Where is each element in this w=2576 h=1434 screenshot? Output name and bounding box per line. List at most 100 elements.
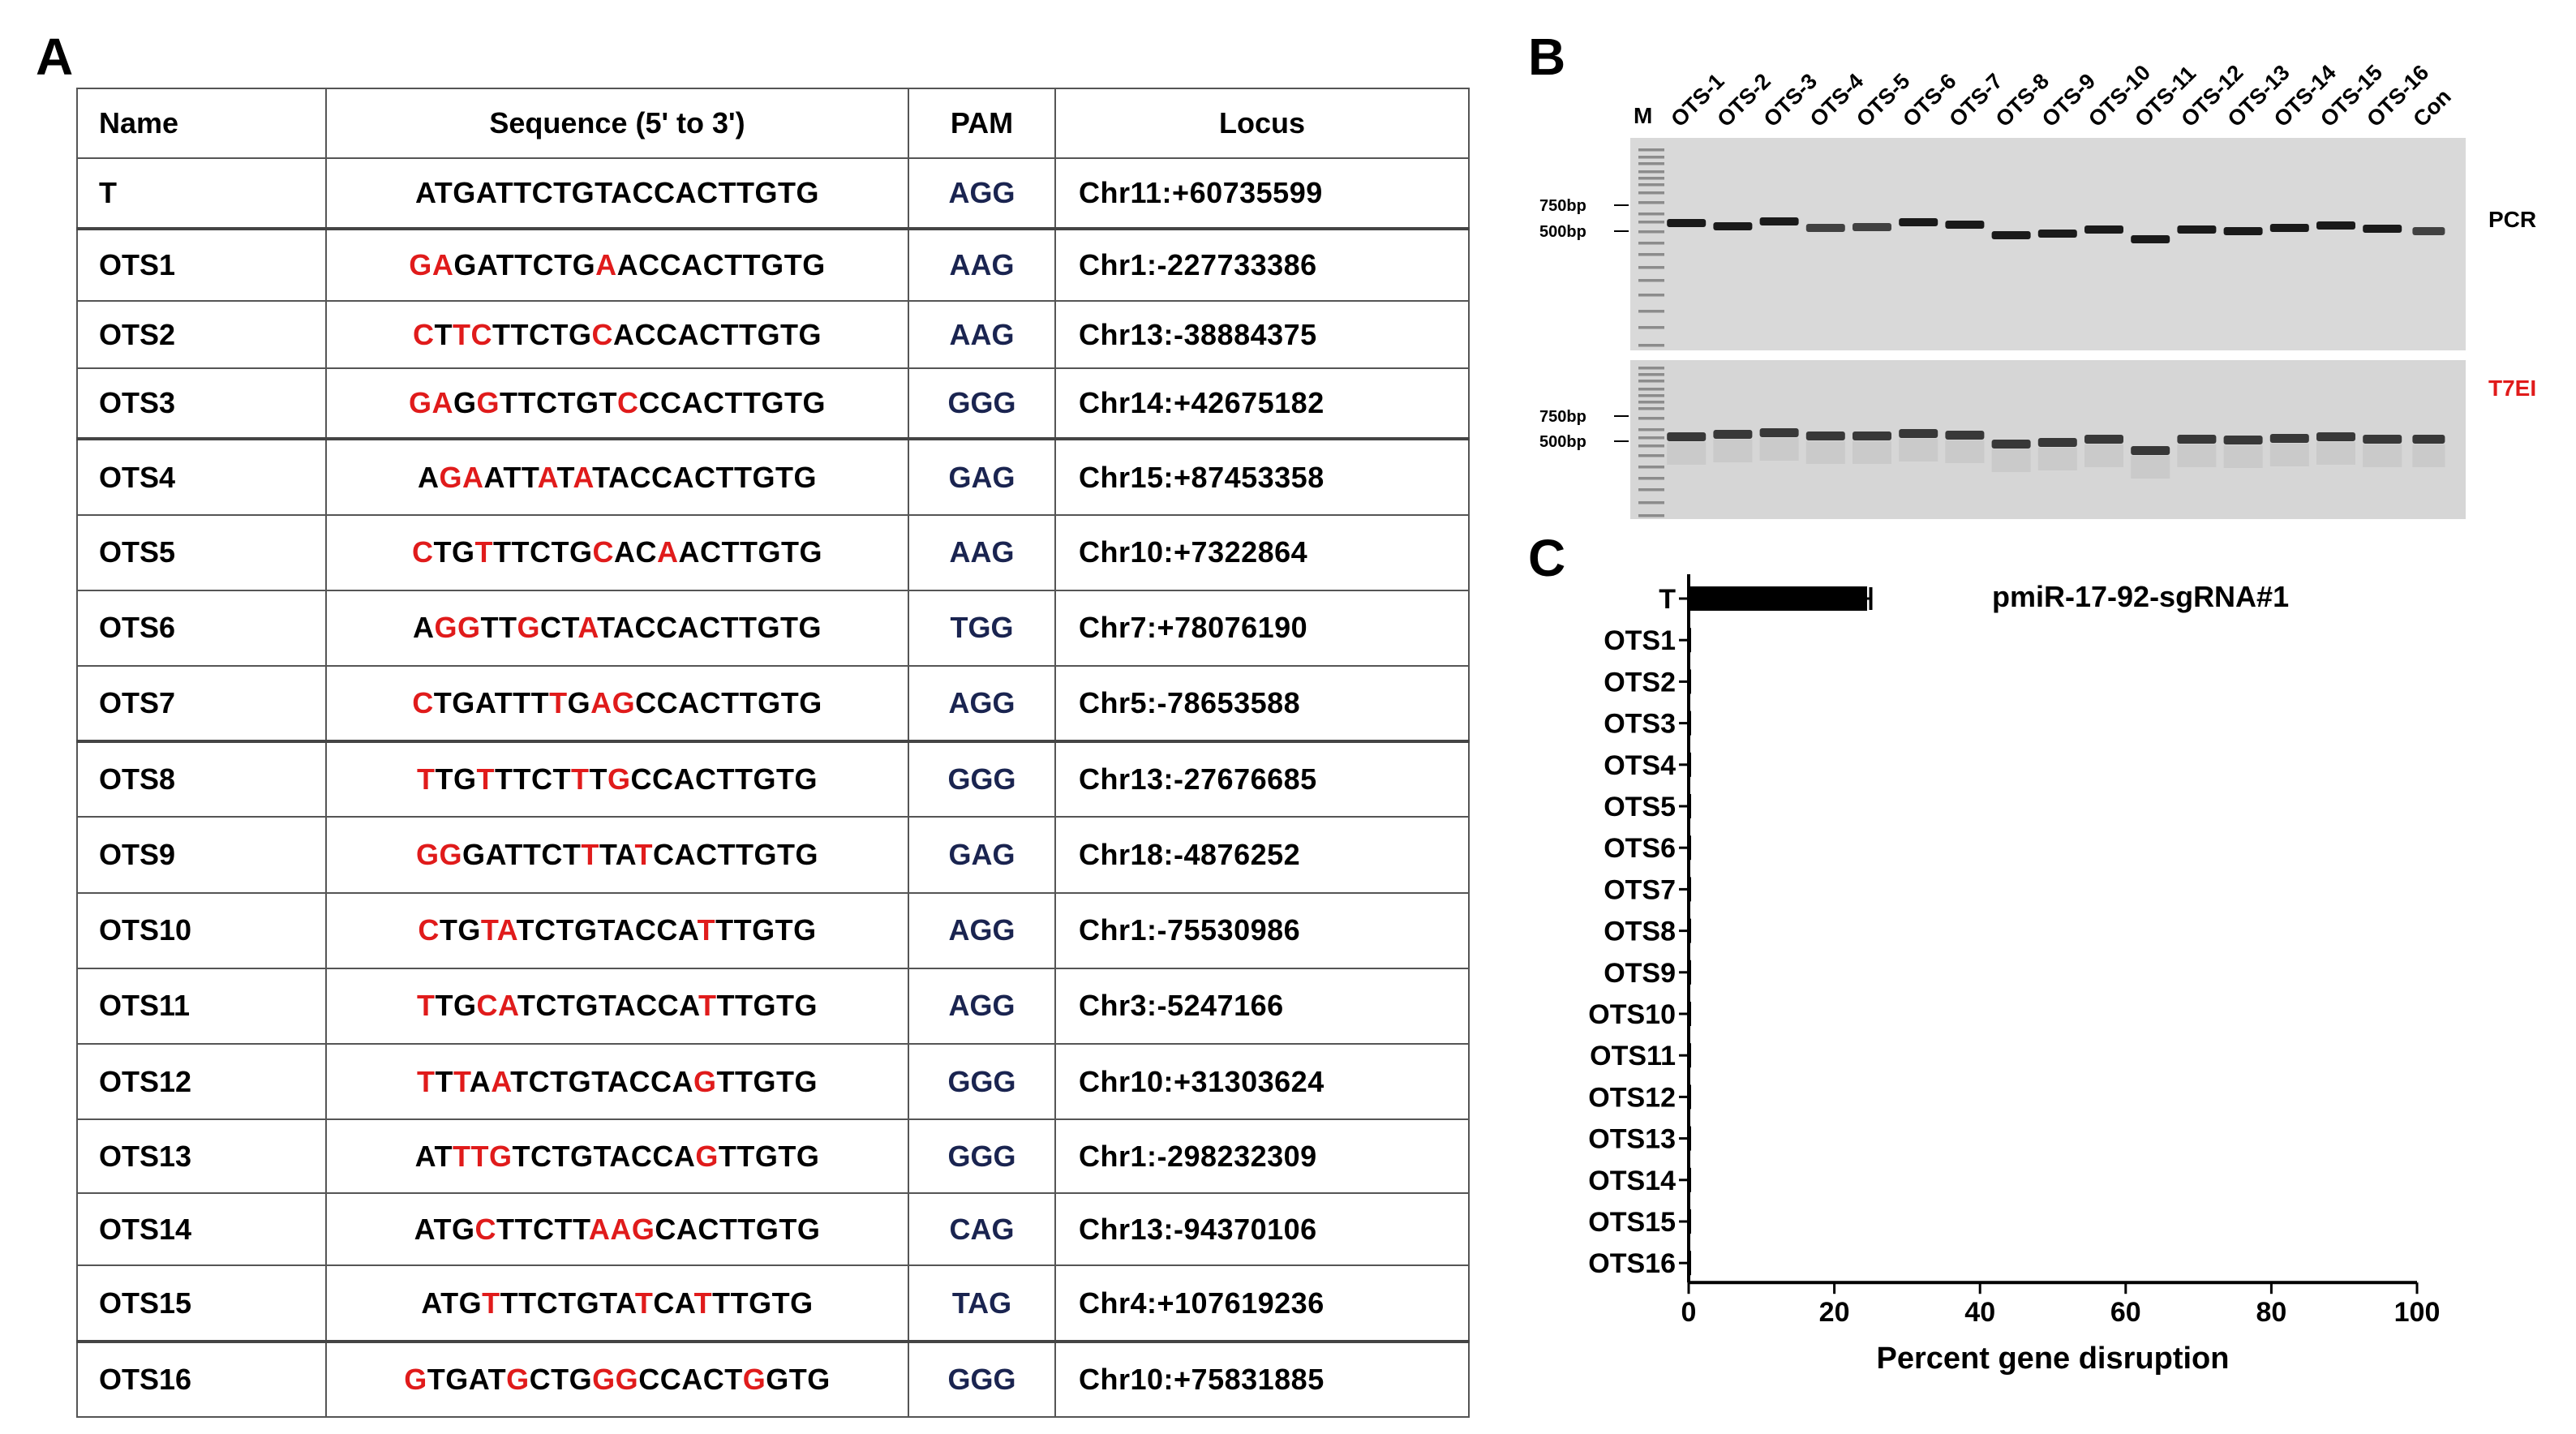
base: G	[807, 1362, 831, 1396]
base: T	[592, 460, 608, 494]
mismatch-base: T	[693, 1286, 713, 1320]
mismatch-base: A	[577, 611, 598, 645]
cell-pam: AGG	[908, 157, 1056, 230]
base: G	[569, 1139, 594, 1173]
cell-pam: AGG	[908, 891, 1056, 969]
base: T	[733, 913, 753, 947]
base: G	[569, 535, 593, 569]
cell-sequence: AGAATTATATACCACTTGTG	[325, 437, 909, 516]
y-tick-label: OTS13	[1588, 1124, 1676, 1155]
base: G	[753, 837, 778, 871]
pcr-band	[1991, 231, 2031, 239]
cell-pam: AAG	[908, 300, 1056, 370]
mismatch-base: T	[634, 837, 653, 871]
y-tick-label: OTS12	[1588, 1082, 1676, 1113]
t7ei-smear	[1945, 440, 1985, 463]
base: T	[553, 176, 572, 210]
cell-locus: Chr1:-75530986	[1054, 891, 1470, 969]
panel-label-a: A	[36, 28, 74, 86]
base: T	[499, 611, 517, 645]
base: T	[440, 1286, 459, 1320]
base: T	[552, 762, 571, 796]
base: C	[528, 1064, 551, 1098]
base: T	[776, 1064, 795, 1098]
mismatch-base: G	[506, 1362, 530, 1396]
base: A	[613, 611, 635, 645]
t7ei-smear	[2269, 444, 2309, 466]
base: T	[522, 837, 542, 871]
pcr-band	[2316, 221, 2355, 230]
base: G	[790, 1286, 814, 1320]
cell-sequence: ATTTGTCTGTACCAGTTGTG	[325, 1118, 909, 1195]
base: C	[695, 762, 717, 796]
cell-pam: TGG	[908, 589, 1056, 667]
bar	[1689, 794, 1691, 818]
base: T	[721, 686, 740, 720]
y-tick-label: OTS15	[1588, 1207, 1676, 1238]
x-tick-label: 100	[2394, 1297, 2441, 1328]
base: T	[556, 460, 573, 494]
base: C	[653, 1286, 675, 1320]
t7ei-band	[1667, 432, 1707, 441]
base: T	[778, 1139, 796, 1173]
y-tick-label: OTS1	[1604, 625, 1676, 656]
base: C	[635, 686, 657, 720]
ladder-band	[1638, 221, 1664, 224]
base: T	[720, 317, 739, 351]
base: T	[503, 460, 522, 494]
y-tick-label: OTS4	[1604, 750, 1676, 781]
base: G	[453, 176, 476, 210]
base: A	[673, 1139, 696, 1173]
t7ei-band	[2223, 436, 2263, 444]
base: T	[496, 248, 515, 282]
mismatch-base: G	[742, 1362, 766, 1396]
table-row: OTS9 GGGATTCTTTATCACTTGTG GAG Chr18:-487625…	[76, 816, 1470, 894]
base: T	[719, 1212, 738, 1246]
base: T	[514, 248, 533, 282]
pcr-gel-panel	[1630, 138, 2466, 350]
base: T	[717, 837, 736, 871]
cell-pam: GGG	[908, 1118, 1056, 1195]
mismatch-base: A	[573, 460, 593, 494]
base: A	[607, 1064, 629, 1098]
base: G	[568, 1064, 592, 1098]
cell-pam: GGG	[908, 367, 1056, 440]
base: G	[757, 317, 780, 351]
cell-pam: AGG	[908, 967, 1056, 1045]
base: T	[494, 686, 513, 720]
base: A	[614, 989, 637, 1023]
base: G	[462, 837, 486, 871]
mismatch-base: G	[409, 248, 432, 282]
mismatch-base: G	[615, 1362, 639, 1396]
ladder-band	[1638, 488, 1664, 492]
cell-pam: GGG	[908, 1339, 1056, 1419]
t7ei-band	[1805, 431, 1845, 440]
pcr-band	[1805, 224, 1845, 232]
ladder-band	[1638, 156, 1664, 159]
y-tick-label: OTS10	[1588, 999, 1676, 1030]
base: C	[541, 837, 563, 871]
table-row: OTS1 GAGATTCTGAACCACTTGTG AAG Chr1:-2277333…	[76, 227, 1470, 303]
base: T	[504, 837, 523, 871]
cell-name: OTS2	[76, 300, 327, 370]
base: T	[572, 1212, 589, 1246]
base: T	[435, 762, 453, 796]
base: T	[775, 913, 794, 947]
cell-sequence: ATGTTTCTGTATCATTTGTG	[325, 1264, 909, 1342]
y-tick-label: OTS8	[1604, 917, 1676, 947]
pcr-band	[1899, 218, 1938, 226]
base: A	[612, 317, 635, 351]
pcr-band	[2412, 227, 2445, 235]
cell-name: OTS7	[76, 664, 327, 743]
bar	[1689, 1084, 1691, 1110]
base: T	[511, 535, 530, 569]
bar	[1689, 835, 1691, 861]
t7ei-smear	[2316, 442, 2355, 465]
mismatch-base: C	[592, 535, 614, 569]
base: T	[724, 1362, 743, 1396]
base: T	[777, 837, 796, 871]
base: A	[681, 386, 704, 420]
panel-label-b: B	[1528, 28, 1566, 86]
base: T	[554, 1212, 573, 1246]
t7ei-band	[1713, 430, 1753, 439]
